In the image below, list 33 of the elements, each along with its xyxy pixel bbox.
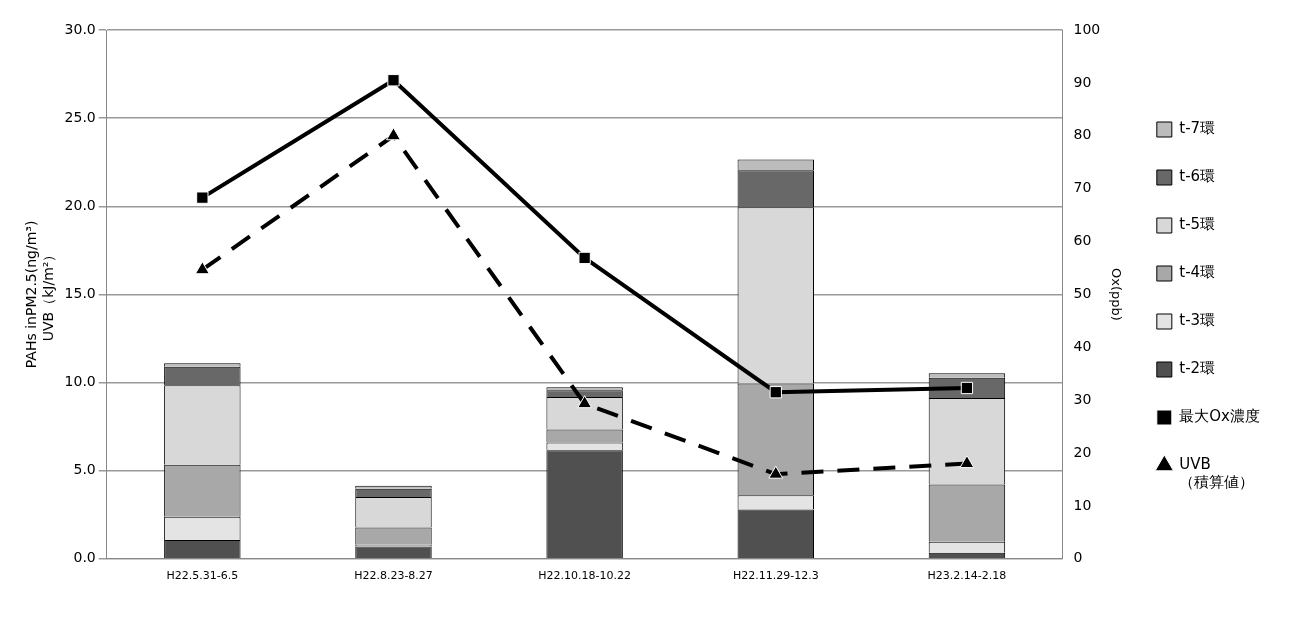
y-tick-label: 30.0 <box>64 20 96 37</box>
y2-tick-label: 70 <box>1073 179 1092 196</box>
y-tick-label: 0.0 <box>73 549 96 566</box>
y2-tick-label: 80 <box>1073 126 1092 143</box>
y2-tick-label: 50 <box>1073 285 1092 302</box>
legend-label: UVB （積算値） <box>1179 455 1255 492</box>
legend-label: 最大Ox濃度 <box>1179 407 1260 426</box>
x-tick-label: H22.5.31-6.5 <box>166 569 239 583</box>
y2-tick-label: 20 <box>1073 443 1092 460</box>
y-tick-label: 10.0 <box>64 373 96 390</box>
legend-label: t-2環 <box>1179 359 1216 378</box>
x-tick-label: H23.2.14-2.18 <box>927 569 1007 583</box>
legend-label: t-3環 <box>1179 311 1216 330</box>
legend-label: t-4環 <box>1179 263 1216 282</box>
y2-tick-label: 30 <box>1073 390 1092 407</box>
y2-axis-title: Ox(ppb) <box>1108 267 1124 321</box>
y-tick-label: 20.0 <box>64 196 96 213</box>
x-tick-label: H22.10.18-10.22 <box>538 569 631 583</box>
y2-tick-label: 0 <box>1073 549 1083 566</box>
y-axis-title: PAHs inPM2.5(ng/m³) UVB（kJ/m²） <box>23 220 56 369</box>
y2-tick-label: 60 <box>1073 232 1092 249</box>
y2-tick-label: 100 <box>1073 20 1101 37</box>
y2-tick-label: 90 <box>1073 73 1092 90</box>
legend-label: t-7環 <box>1179 119 1216 138</box>
legend-label: t-5環 <box>1179 215 1216 234</box>
legend-label: t-6環 <box>1179 167 1216 186</box>
y-tick-label: 15.0 <box>64 285 96 302</box>
x-tick-label: H22.11.29-12.3 <box>732 569 819 583</box>
x-tick-label: H22.8.23-8.27 <box>354 569 433 583</box>
y-tick-label: 25.0 <box>64 108 96 125</box>
y2-tick-label: 40 <box>1073 337 1092 354</box>
y2-tick-label: 10 <box>1073 496 1092 513</box>
y-tick-label: 5.0 <box>73 461 96 478</box>
